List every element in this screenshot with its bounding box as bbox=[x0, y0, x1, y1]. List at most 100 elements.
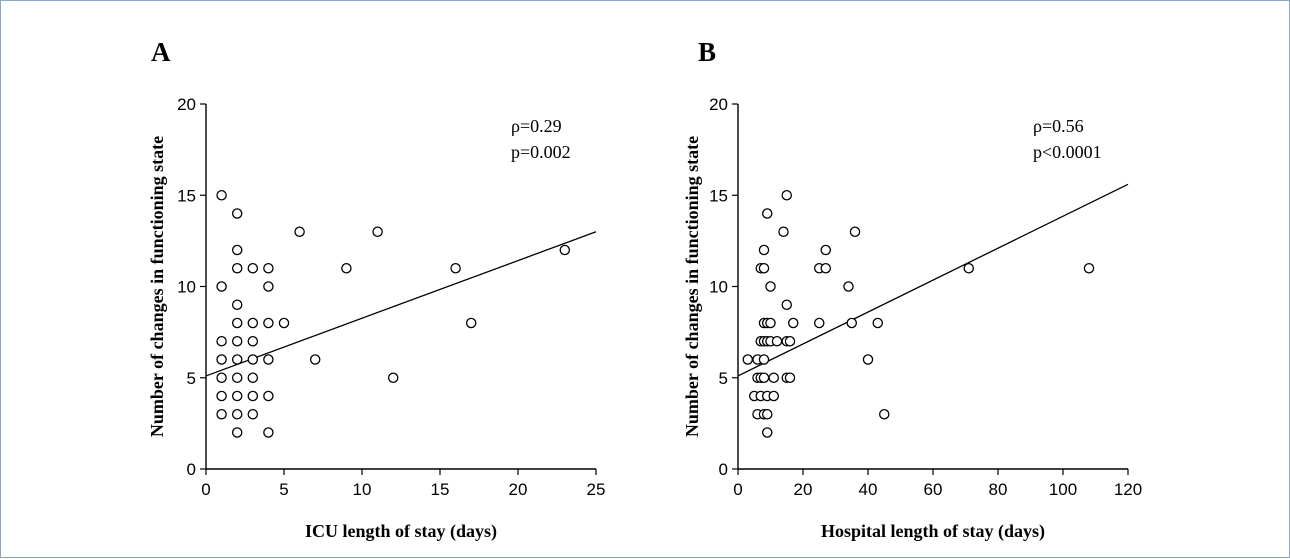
panel-b-data-point bbox=[762, 427, 773, 438]
panel-a-data-point bbox=[231, 390, 243, 402]
panel-b-x-tick-label: 40 bbox=[859, 480, 878, 499]
panel-b-data-point bbox=[781, 299, 793, 310]
panel-a-data-point bbox=[278, 317, 290, 329]
panel-a-data-point bbox=[372, 226, 383, 237]
panel-a-data-point bbox=[216, 390, 227, 402]
panel-a-x-tick-label: 25 bbox=[587, 480, 606, 499]
panel-a-y-tick-label: 5 bbox=[187, 369, 196, 388]
panel-a-data-point bbox=[247, 317, 259, 329]
panel-b-data-point bbox=[768, 390, 780, 402]
panel-b-data-point bbox=[778, 226, 789, 237]
panel-b-data-point bbox=[788, 317, 799, 329]
panel-a-data-point bbox=[263, 354, 274, 365]
panel-a-data-point bbox=[387, 372, 399, 383]
panel-a-data-point bbox=[231, 427, 243, 438]
panel-a-data-point bbox=[263, 427, 274, 438]
panel-a-data-point bbox=[231, 208, 243, 219]
panel-b-x-tick-label: 20 bbox=[794, 480, 813, 499]
panel-a-data-point bbox=[263, 281, 274, 292]
panel-a-data-point bbox=[216, 335, 227, 347]
panel-a-regression-line bbox=[205, 231, 597, 377]
panel-b-regression-line bbox=[737, 183, 1129, 377]
panel-a-data-point bbox=[263, 390, 274, 402]
panel-a-data-point bbox=[231, 244, 243, 256]
panel-b-data-point bbox=[758, 262, 770, 274]
panel-a-data-point bbox=[247, 354, 259, 365]
panel-b-data-point bbox=[1083, 262, 1095, 274]
panel-a-data-point bbox=[341, 262, 352, 274]
panel-a-y-tick-label: 20 bbox=[177, 95, 196, 114]
panel-a-x-axis-title: ICU length of stay (days) bbox=[305, 521, 497, 542]
panel-a-x-tick-label: 0 bbox=[201, 480, 210, 499]
panel-a-x-tick-label: 15 bbox=[431, 480, 450, 499]
panel-b-data-point bbox=[820, 262, 832, 274]
panel-a-rho-annotation: ρ=0.29 bbox=[511, 116, 562, 136]
panel-a-p-annotation: p=0.002 bbox=[511, 142, 571, 162]
panel-a-y-tick-label: 15 bbox=[177, 186, 196, 205]
panel-b-x-tick-label: 60 bbox=[924, 480, 943, 499]
panel-a-y-axis-title: Number of changes in functioning state bbox=[147, 136, 167, 437]
panel-a-label: A bbox=[151, 37, 171, 67]
panel-b-data-point bbox=[758, 372, 770, 383]
panel-b-data-point bbox=[862, 354, 874, 365]
panel-a-data-point bbox=[231, 408, 243, 420]
panel-a-data-point bbox=[216, 408, 227, 420]
panel-b-rho-annotation: ρ=0.56 bbox=[1033, 116, 1084, 136]
panel-a-data-point bbox=[247, 372, 259, 383]
panel-b-x-tick-label: 80 bbox=[989, 480, 1008, 499]
panel-b-data-point bbox=[843, 281, 854, 292]
panel-b-data-point bbox=[879, 408, 890, 420]
panel-a-data-point bbox=[465, 317, 477, 329]
panel-b-data-point bbox=[762, 208, 773, 219]
panel-b-data-point bbox=[758, 244, 770, 256]
panel-b-chart: B 0 20 40 60 80 100 120 0 5 10 15 20 Hospital length … bbox=[682, 37, 1142, 542]
panel-b-data-point bbox=[771, 335, 783, 347]
panel-b-data-point bbox=[765, 281, 776, 292]
panel-b-data-point bbox=[814, 317, 825, 329]
panel-b-data-point bbox=[742, 354, 754, 365]
panel-a-data-point bbox=[450, 262, 461, 274]
panel-b-data-point bbox=[846, 317, 858, 329]
panel-b-x-tick-label: 120 bbox=[1114, 480, 1142, 499]
panel-b-y-tick-label: 15 bbox=[709, 186, 728, 205]
panel-b-y-tick-label: 0 bbox=[719, 460, 728, 479]
panel-b-data-point bbox=[784, 335, 796, 347]
panel-b-y-tick-label: 10 bbox=[709, 278, 728, 297]
panel-a-data-point bbox=[247, 408, 259, 420]
panel-a-data-point bbox=[247, 390, 259, 402]
panel-a-data-point bbox=[231, 262, 243, 274]
panel-b-x-tick-label: 100 bbox=[1049, 480, 1077, 499]
panel-a-data-point bbox=[216, 189, 227, 201]
panel-a-data-point bbox=[231, 299, 243, 310]
panel-a-x-tick-label: 5 bbox=[279, 480, 288, 499]
panel-b-label: B bbox=[698, 37, 716, 67]
panel-a-data-point bbox=[216, 354, 227, 365]
panel-a-data-point bbox=[294, 226, 305, 237]
panel-a-data-point bbox=[231, 354, 243, 365]
panel-a-data-point bbox=[247, 262, 259, 274]
panel-a-x-tick-label: 10 bbox=[353, 480, 372, 499]
panel-b-y-tick-label: 20 bbox=[709, 95, 728, 114]
panel-a-data-point bbox=[263, 317, 274, 329]
panel-a-data-point bbox=[216, 281, 227, 292]
panel-a-data-point bbox=[216, 372, 227, 383]
panel-a-data-point bbox=[247, 335, 259, 347]
panel-a-data-point bbox=[309, 354, 321, 365]
panel-b-data-point bbox=[762, 408, 773, 420]
panel-b-data-point bbox=[872, 317, 884, 329]
panel-b-p-annotation: p<0.0001 bbox=[1033, 142, 1102, 162]
panel-b-y-axis-title: Number of changes in functioning state bbox=[682, 136, 702, 437]
panel-b-data-point bbox=[765, 317, 776, 329]
panel-b-data-point bbox=[963, 262, 975, 274]
panel-b-data-point bbox=[849, 226, 861, 237]
panel-a-data-point bbox=[231, 335, 243, 347]
panel-b-y-tick-label: 5 bbox=[719, 369, 728, 388]
panel-b-x-tick-label: 0 bbox=[733, 480, 742, 499]
panel-b-data-point bbox=[758, 354, 770, 365]
panel-a-y-tick-label: 0 bbox=[187, 460, 196, 479]
panel-b-data-point bbox=[784, 372, 796, 383]
panel-a-y-tick-label: 10 bbox=[177, 278, 196, 297]
panel-b-data-point bbox=[781, 189, 793, 201]
